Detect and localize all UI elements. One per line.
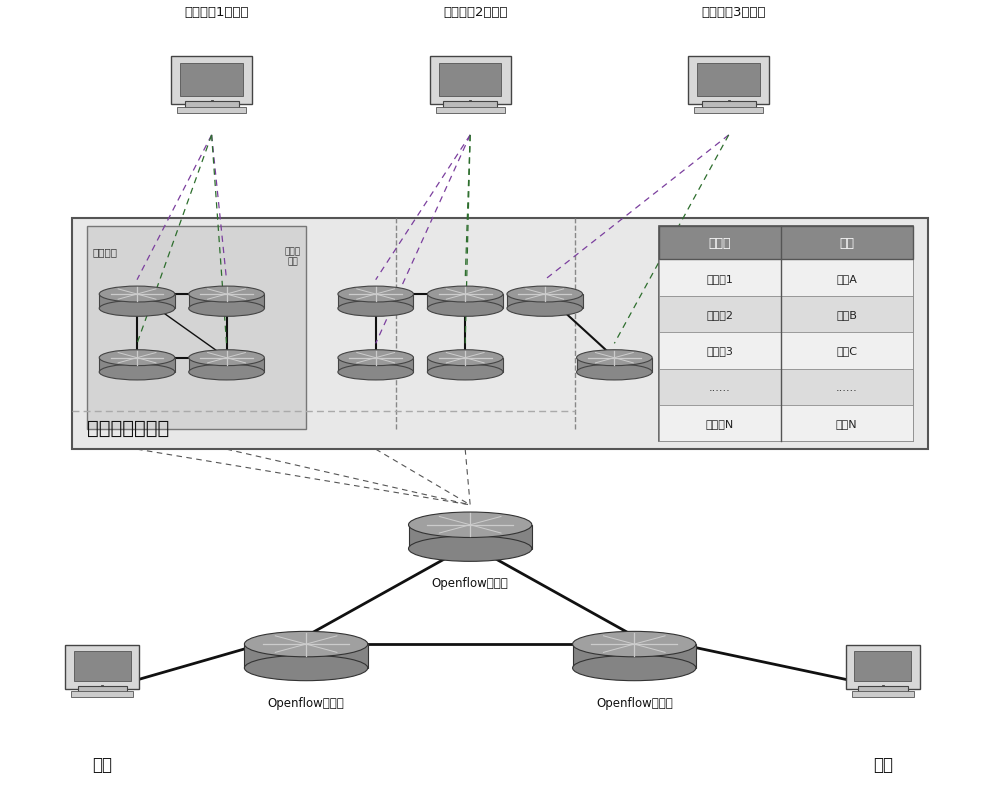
FancyBboxPatch shape <box>338 358 413 373</box>
FancyBboxPatch shape <box>427 294 503 309</box>
Text: ......: ...... <box>836 383 858 392</box>
Text: 虚拟网癹1控制器: 虚拟网癹1控制器 <box>184 6 249 19</box>
FancyBboxPatch shape <box>430 56 511 105</box>
Text: 流规则: 流规则 <box>709 237 731 250</box>
FancyBboxPatch shape <box>99 294 175 309</box>
Text: Openflow交换机: Openflow交换机 <box>268 696 344 709</box>
Text: 虚拟网络: 虚拟网络 <box>92 247 117 257</box>
Text: 虚网N: 虚网N <box>836 419 858 428</box>
FancyBboxPatch shape <box>846 645 920 689</box>
FancyBboxPatch shape <box>854 651 911 682</box>
FancyBboxPatch shape <box>852 691 914 697</box>
FancyBboxPatch shape <box>78 686 127 693</box>
Ellipse shape <box>99 365 175 380</box>
FancyBboxPatch shape <box>439 64 501 96</box>
FancyBboxPatch shape <box>71 691 133 697</box>
Ellipse shape <box>573 631 696 657</box>
Text: Openflow交换机: Openflow交换机 <box>432 577 509 589</box>
FancyBboxPatch shape <box>74 651 131 682</box>
Text: 虚拟网癹3控制器: 虚拟网癹3控制器 <box>701 6 766 19</box>
Ellipse shape <box>577 350 652 367</box>
FancyBboxPatch shape <box>659 333 913 369</box>
Ellipse shape <box>244 655 368 681</box>
FancyBboxPatch shape <box>659 369 913 405</box>
Ellipse shape <box>427 350 503 367</box>
FancyBboxPatch shape <box>87 227 306 430</box>
Text: 虚网B: 虚网B <box>836 310 857 319</box>
FancyBboxPatch shape <box>577 358 652 373</box>
Ellipse shape <box>427 365 503 380</box>
Text: 终端: 终端 <box>92 755 112 773</box>
Ellipse shape <box>507 301 583 317</box>
Text: 流规则3: 流规则3 <box>707 346 733 356</box>
FancyBboxPatch shape <box>180 64 243 96</box>
Text: 虚网C: 虚网C <box>836 346 857 356</box>
Ellipse shape <box>577 365 652 380</box>
Ellipse shape <box>244 631 368 657</box>
FancyBboxPatch shape <box>573 644 696 668</box>
Ellipse shape <box>338 287 413 302</box>
Ellipse shape <box>573 655 696 681</box>
FancyBboxPatch shape <box>443 102 497 109</box>
FancyBboxPatch shape <box>697 64 760 96</box>
FancyBboxPatch shape <box>694 107 763 114</box>
Ellipse shape <box>338 350 413 367</box>
Text: 终端: 终端 <box>873 755 893 773</box>
Ellipse shape <box>409 512 532 538</box>
FancyBboxPatch shape <box>659 227 913 260</box>
Text: 虚网: 虚网 <box>839 237 854 250</box>
Text: ......: ...... <box>709 383 731 392</box>
FancyBboxPatch shape <box>189 358 264 373</box>
Text: 流规则2: 流规则2 <box>706 310 733 319</box>
FancyBboxPatch shape <box>659 297 913 333</box>
Ellipse shape <box>409 537 532 561</box>
FancyBboxPatch shape <box>244 644 368 668</box>
FancyBboxPatch shape <box>65 645 139 689</box>
Ellipse shape <box>99 301 175 317</box>
Ellipse shape <box>427 301 503 317</box>
Ellipse shape <box>338 365 413 380</box>
Ellipse shape <box>338 301 413 317</box>
FancyBboxPatch shape <box>507 294 583 309</box>
Text: 流规则N: 流规则N <box>706 419 734 428</box>
Ellipse shape <box>189 350 264 367</box>
FancyBboxPatch shape <box>436 107 505 114</box>
FancyBboxPatch shape <box>409 525 532 549</box>
Ellipse shape <box>99 350 175 367</box>
FancyBboxPatch shape <box>659 405 913 442</box>
FancyBboxPatch shape <box>177 107 246 114</box>
FancyBboxPatch shape <box>338 294 413 309</box>
FancyBboxPatch shape <box>189 294 264 309</box>
FancyBboxPatch shape <box>659 227 913 442</box>
Ellipse shape <box>427 287 503 302</box>
FancyBboxPatch shape <box>688 56 769 105</box>
Ellipse shape <box>507 287 583 302</box>
Ellipse shape <box>99 287 175 302</box>
FancyBboxPatch shape <box>72 219 928 450</box>
FancyBboxPatch shape <box>702 102 756 109</box>
FancyBboxPatch shape <box>427 358 503 373</box>
Ellipse shape <box>189 287 264 302</box>
Text: 虚拟网癹2控制器: 虚拟网癹2控制器 <box>443 6 507 19</box>
FancyBboxPatch shape <box>185 102 239 109</box>
Text: 虚网A: 虚网A <box>836 273 857 283</box>
FancyBboxPatch shape <box>99 358 175 373</box>
Text: 网络虚拟化平台: 网络虚拟化平台 <box>87 419 170 438</box>
FancyBboxPatch shape <box>171 56 252 105</box>
Text: 流规则1: 流规则1 <box>707 273 733 283</box>
Text: Openflow交换机: Openflow交换机 <box>596 696 673 709</box>
FancyBboxPatch shape <box>659 260 913 297</box>
Ellipse shape <box>189 301 264 317</box>
FancyBboxPatch shape <box>858 686 908 693</box>
Text: 虚拟交
换机: 虚拟交 换机 <box>285 247 301 266</box>
Ellipse shape <box>189 365 264 380</box>
